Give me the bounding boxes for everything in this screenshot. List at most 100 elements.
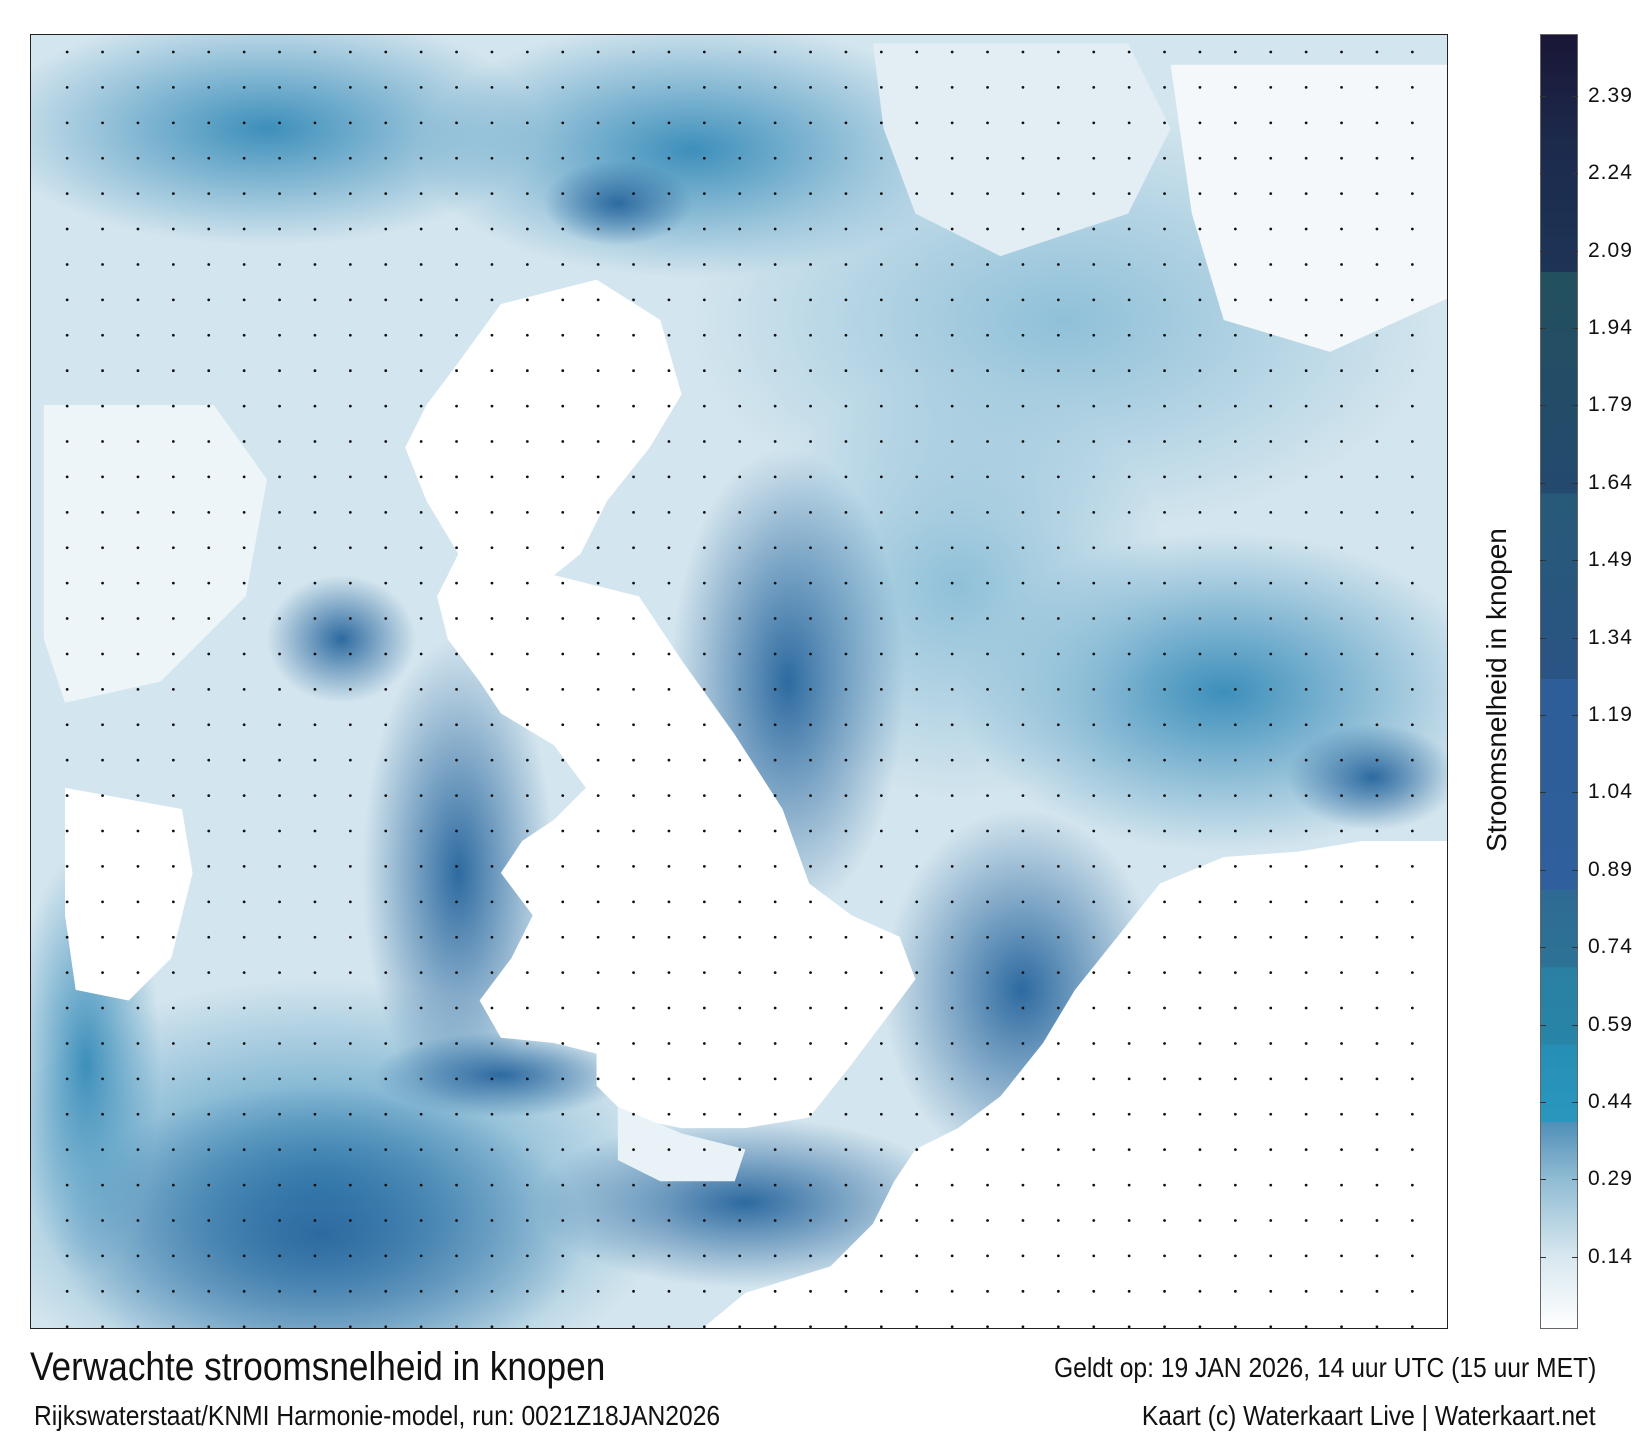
grid-dot <box>348 263 352 266</box>
grid-dot <box>844 298 848 302</box>
grid-dot <box>1198 510 1202 514</box>
grid-dot <box>596 1254 600 1258</box>
grid-dot <box>101 263 104 266</box>
grid-dot <box>632 227 635 231</box>
grid-dot <box>738 333 742 337</box>
grid-dot <box>561 900 565 904</box>
grid-dot <box>986 510 989 514</box>
grid-dot <box>1304 581 1308 585</box>
grid-dot <box>207 1325 211 1328</box>
grid-dot <box>915 971 919 975</box>
grid-dot <box>101 86 104 89</box>
grid-dot <box>1163 263 1166 266</box>
grid-dot <box>879 829 883 833</box>
grid-dot <box>419 333 423 337</box>
grid-dot <box>1198 758 1202 762</box>
grid-dot <box>1304 1148 1308 1152</box>
grid-dot <box>1056 50 1060 54</box>
grid-dot <box>667 900 671 904</box>
grid-dot <box>278 900 281 904</box>
grid-dot <box>1021 369 1025 373</box>
grid-dot <box>1269 687 1273 691</box>
grid-dot <box>1163 227 1166 231</box>
grid-dot <box>171 794 175 797</box>
grid-dot <box>702 1042 706 1045</box>
grid-dot <box>915 1289 919 1293</box>
grid-dot <box>348 156 352 160</box>
grid-dot <box>915 758 919 762</box>
grid-dot <box>986 652 989 656</box>
grid-dot <box>1021 1112 1025 1116</box>
grid-dot <box>809 617 812 620</box>
grid-dot <box>348 1183 352 1187</box>
grid-dot <box>525 121 529 125</box>
grid-dot <box>879 263 883 266</box>
grid-dot <box>844 227 848 231</box>
grid-dot <box>313 121 317 125</box>
grid-dot <box>1304 192 1308 196</box>
grid-dot <box>1198 86 1202 89</box>
grid-dot <box>525 829 529 833</box>
grid-dot <box>455 510 458 514</box>
grid-dot <box>1198 1077 1202 1081</box>
grid-dot <box>667 263 671 266</box>
grid-dot <box>1163 50 1166 54</box>
grid-dot <box>1198 971 1202 975</box>
grid-dot <box>1163 900 1166 904</box>
grid-dot <box>986 723 989 727</box>
grid-dot <box>1269 510 1273 514</box>
grid-dot <box>561 1254 565 1258</box>
grid-dot <box>702 687 706 691</box>
grid-dot <box>702 652 706 656</box>
grid-dot <box>1410 227 1414 231</box>
grid-dot <box>136 865 140 868</box>
grid-dot <box>1269 156 1273 160</box>
grid-dot <box>207 687 211 691</box>
grid-dot <box>1021 475 1025 479</box>
grid-dot <box>950 687 954 691</box>
grid-dot <box>65 581 69 585</box>
grid-dot <box>596 971 600 975</box>
grid-dot <box>667 50 671 54</box>
grid-dot <box>1092 263 1096 266</box>
grid-dot <box>348 581 352 585</box>
grid-dot <box>950 794 954 797</box>
grid-dot <box>525 865 529 868</box>
grid-dot <box>1163 1289 1166 1293</box>
grid-dot <box>879 298 883 302</box>
grid-dot <box>490 510 494 514</box>
grid-dot <box>773 1183 777 1187</box>
grid-dot <box>809 263 812 266</box>
grid-dot <box>525 581 529 585</box>
grid-dot <box>242 156 246 160</box>
grid-dot <box>738 1254 742 1258</box>
grid-dot <box>1304 723 1308 727</box>
grid-dot <box>1304 227 1308 231</box>
grid-dot <box>313 935 317 939</box>
grid-dot <box>596 829 600 833</box>
grid-dot <box>65 900 69 904</box>
grid-dot <box>101 652 104 656</box>
grid-dot <box>490 1183 494 1187</box>
grid-dot <box>1198 475 1202 479</box>
grid-dot <box>1410 156 1414 160</box>
grid-dot <box>1092 1325 1096 1328</box>
grid-dot <box>278 1325 281 1328</box>
grid-dot <box>1163 652 1166 656</box>
colorbar-tick-label: 1.49 <box>1588 548 1633 572</box>
grid-dot <box>1269 829 1273 833</box>
grid-dot <box>242 900 246 904</box>
grid-dot <box>1269 1325 1273 1328</box>
grid-dot <box>809 86 812 89</box>
grid-dot <box>809 546 812 550</box>
colorbar-tick-label: 2.24 <box>1588 161 1633 185</box>
grid-dot <box>1269 794 1273 797</box>
grid-dot <box>950 1042 954 1045</box>
grid-dot <box>809 1254 812 1258</box>
grid-dot <box>773 50 777 54</box>
grid-dot <box>561 86 565 89</box>
grid-dot <box>950 86 954 89</box>
grid-dot <box>171 86 175 89</box>
grid-dot <box>171 1042 175 1045</box>
grid-dot <box>348 865 352 868</box>
